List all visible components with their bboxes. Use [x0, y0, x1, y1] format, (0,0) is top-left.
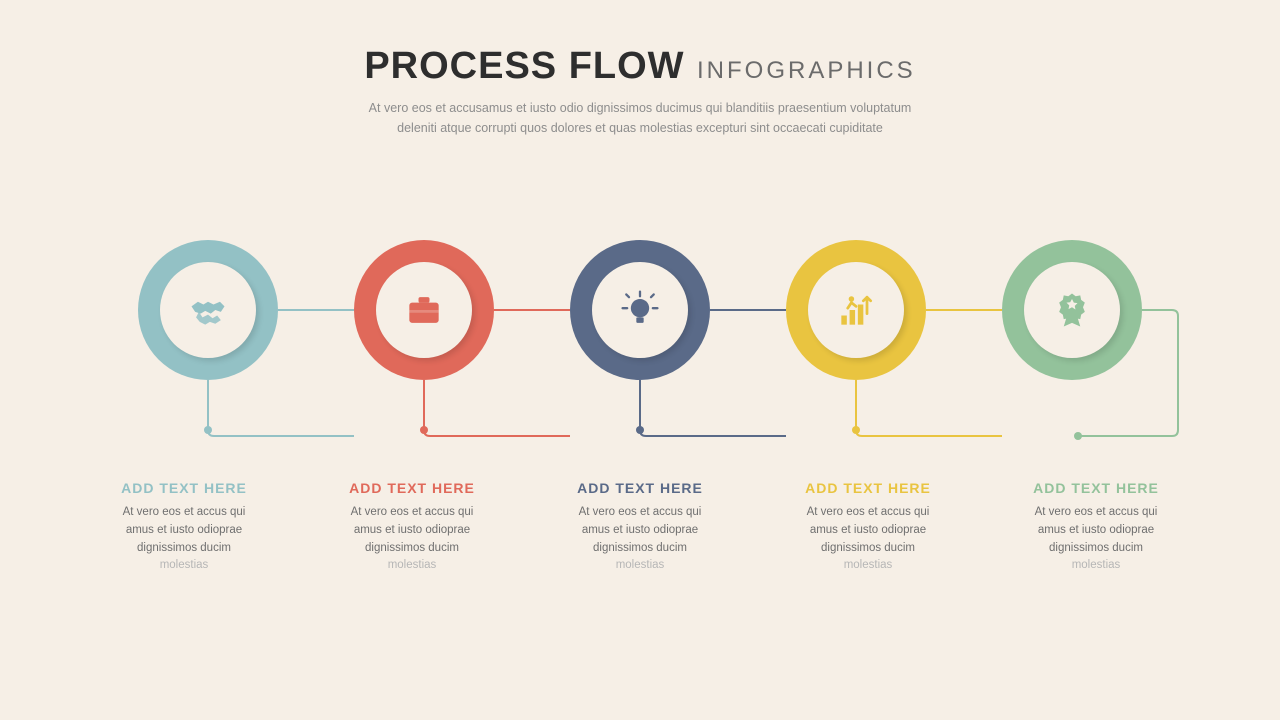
step-4-label: ADD TEXT HERE: [769, 480, 967, 496]
step-4-text: ADD TEXT HERE At vero eos et accus qui a…: [769, 480, 967, 575]
step-1-body: At vero eos et accus qui amus et iusto o…: [85, 504, 283, 575]
labels-row: ADD TEXT HERE At vero eos et accus qui a…: [0, 480, 1280, 575]
page-title: PROCESS FLOW INFOGRAPHICS: [364, 45, 915, 88]
step-5-label: ADD TEXT HERE: [997, 480, 1195, 496]
header: PROCESS FLOW INFOGRAPHICS At vero eos et…: [0, 0, 1280, 138]
step-1-label: ADD TEXT HERE: [85, 480, 283, 496]
subtitle-line1: At vero eos et accusamus et iusto odio d…: [369, 101, 912, 115]
lightbulb-icon: [618, 288, 662, 332]
growth-icon: [834, 288, 878, 332]
step-5: [1002, 240, 1142, 380]
subtitle-line2: deleniti atque corrupti quos dolores et …: [397, 121, 883, 135]
step-5-inner: [1024, 262, 1120, 358]
title-sub: INFOGRAPHICS: [697, 57, 916, 84]
step-1-inner: [160, 262, 256, 358]
subtitle: At vero eos et accusamus et iusto odio d…: [320, 98, 960, 138]
step-3-text: ADD TEXT HERE At vero eos et accus qui a…: [541, 480, 739, 575]
step-4: [786, 240, 926, 380]
step-1: [138, 240, 278, 380]
step-2-body: At vero eos et accus qui amus et iusto o…: [313, 504, 511, 575]
award-icon: [1050, 288, 1094, 332]
step-5-text: ADD TEXT HERE At vero eos et accus qui a…: [997, 480, 1195, 575]
step-4-body: At vero eos et accus qui amus et iusto o…: [769, 504, 967, 575]
step-1-text: ADD TEXT HERE At vero eos et accus qui a…: [85, 480, 283, 575]
step-2-label: ADD TEXT HERE: [313, 480, 511, 496]
step-3-label: ADD TEXT HERE: [541, 480, 739, 496]
step-5-body: At vero eos et accus qui amus et iusto o…: [997, 504, 1195, 575]
step-2-text: ADD TEXT HERE At vero eos et accus qui a…: [313, 480, 511, 575]
step-3-body: At vero eos et accus qui amus et iusto o…: [541, 504, 739, 575]
step-4-inner: [808, 262, 904, 358]
step-2: [354, 240, 494, 380]
step-3: [570, 240, 710, 380]
title-main: PROCESS FLOW: [364, 45, 684, 87]
handshake-icon: [186, 288, 230, 332]
briefcase-icon: [402, 288, 446, 332]
flow-area: [0, 230, 1280, 490]
step-2-inner: [376, 262, 472, 358]
step-3-inner: [592, 262, 688, 358]
